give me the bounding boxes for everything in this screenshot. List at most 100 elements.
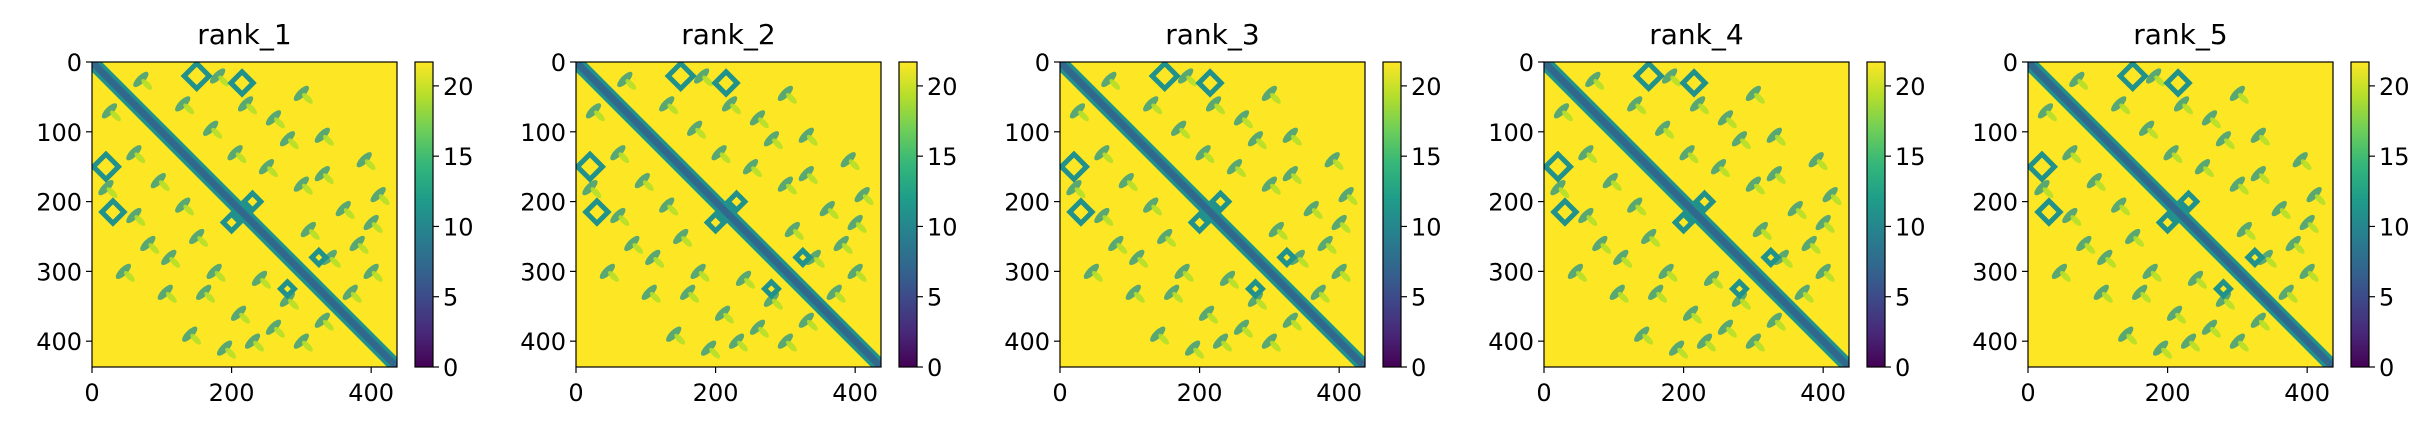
heatmap-blob	[1677, 347, 1688, 359]
heatmap-blob	[1766, 312, 1782, 328]
heatmap-blob	[227, 145, 243, 161]
heatmap-blob	[1203, 152, 1215, 164]
heatmap-blob	[1794, 284, 1810, 300]
heatmap-blob	[590, 187, 602, 199]
heatmap-blob	[2070, 215, 2082, 226]
heatmap-blob	[1610, 180, 1622, 192]
heatmap-blob	[1339, 270, 1351, 282]
heatmap-blob	[1802, 291, 1814, 303]
heatmap-blob	[785, 93, 797, 104]
heatmap-blob	[1815, 214, 1831, 231]
y-tick-label: 0	[551, 49, 566, 77]
heatmap-blob	[2142, 263, 2158, 279]
heatmap-blob	[1585, 71, 1601, 88]
heatmap-blob	[1823, 222, 1835, 233]
axes-frame	[1543, 61, 1850, 368]
heatmap-blob	[1256, 298, 1267, 310]
heatmap-blob	[2215, 131, 2232, 147]
heatmap-ring	[1276, 246, 1298, 268]
heatmap-ring	[2176, 189, 2201, 214]
heatmap-blob	[1649, 236, 1661, 247]
heatmap-blob	[2062, 207, 2078, 224]
heatmap-blob	[1830, 194, 1842, 205]
x-tick-label: 0	[568, 379, 583, 407]
heatmap-blob	[1297, 257, 1309, 268]
heatmap-blob	[1774, 173, 1786, 185]
colorbar	[2350, 61, 2370, 368]
heatmap-blob	[308, 229, 320, 240]
heatmap-blob	[2077, 79, 2089, 90]
heatmap-blob	[1635, 204, 1647, 216]
heatmap-blob	[1586, 152, 1598, 164]
heatmap-blob	[2086, 173, 2102, 189]
y-tick-label: 300	[1488, 258, 1534, 286]
heatmap-diagonal	[576, 62, 881, 367]
heatmap-blob	[158, 180, 170, 192]
y-tick-label: 300	[36, 258, 82, 286]
heatmap-blob	[1102, 152, 1114, 164]
heatmap-blob	[204, 291, 216, 303]
heatmap-blob	[1602, 173, 1618, 189]
heatmap-blob	[239, 312, 250, 324]
heatmap-blob	[735, 270, 752, 286]
heatmap-blob	[1179, 127, 1191, 139]
heatmap-blob	[301, 93, 313, 104]
heatmap-blob	[364, 159, 376, 171]
heatmap-blob	[667, 204, 679, 216]
heatmap-blob	[1158, 333, 1170, 345]
heatmap-blob	[274, 117, 285, 129]
heatmap-blob	[218, 75, 230, 87]
heatmap-ring	[227, 68, 257, 98]
heatmap-blob	[1696, 333, 1713, 349]
heatmap-blob	[2196, 277, 2207, 289]
heatmap-blob	[1269, 93, 1281, 104]
heatmap-blob	[1578, 207, 1594, 224]
heatmap-blob	[260, 277, 271, 289]
heatmap-blob	[1290, 319, 1302, 331]
heatmap-ring	[2028, 150, 2059, 183]
heatmap-blob	[1781, 257, 1793, 268]
heatmap-blob	[1207, 312, 1218, 324]
y-tick-label: 0	[67, 49, 82, 77]
y-tick-label: 0	[1519, 49, 1534, 77]
heatmap-ring	[219, 210, 244, 235]
heatmap-blob	[182, 326, 198, 342]
heatmap-ring	[1195, 68, 1225, 98]
heatmap-blob	[1186, 75, 1198, 87]
heatmap-blob	[2306, 186, 2322, 203]
y-tick-label: 300	[520, 258, 566, 286]
heatmap-blob	[763, 131, 780, 147]
heatmap-blob	[342, 284, 358, 300]
heatmap-blob	[702, 75, 714, 87]
heatmap-blob	[1766, 166, 1782, 182]
heatmap-blob	[1600, 243, 1612, 254]
heatmap-blob	[183, 204, 195, 216]
heatmap-blob	[2037, 103, 2054, 119]
heatmap-blob	[2265, 257, 2277, 268]
heatmap-blob	[599, 263, 616, 279]
heatmap-ring	[1066, 197, 1096, 227]
heatmap-blob	[806, 134, 818, 146]
heatmap-blob	[371, 270, 383, 282]
heatmap-blob	[322, 319, 334, 331]
colorbar-tick-label: 20	[1895, 73, 1926, 101]
heatmap-blob	[363, 263, 379, 279]
heatmap-blob	[1593, 79, 1605, 90]
heatmap-blob	[2126, 333, 2138, 345]
heatmap-blob	[1233, 319, 1250, 335]
heatmap-blob	[1101, 71, 1117, 88]
heatmap-diagonal	[1060, 62, 1365, 367]
heatmap-blob	[134, 152, 146, 164]
heatmap-blob	[728, 333, 745, 349]
heatmap-blob	[314, 312, 330, 328]
heatmap-blob	[772, 138, 783, 150]
heatmap-blob	[723, 312, 734, 324]
axes-frame	[1059, 61, 1366, 368]
heatmap-blob	[1634, 326, 1650, 342]
heatmap-blob	[700, 340, 717, 356]
heatmap-blob	[1143, 96, 1159, 112]
heatmap-ring	[2212, 278, 2234, 300]
